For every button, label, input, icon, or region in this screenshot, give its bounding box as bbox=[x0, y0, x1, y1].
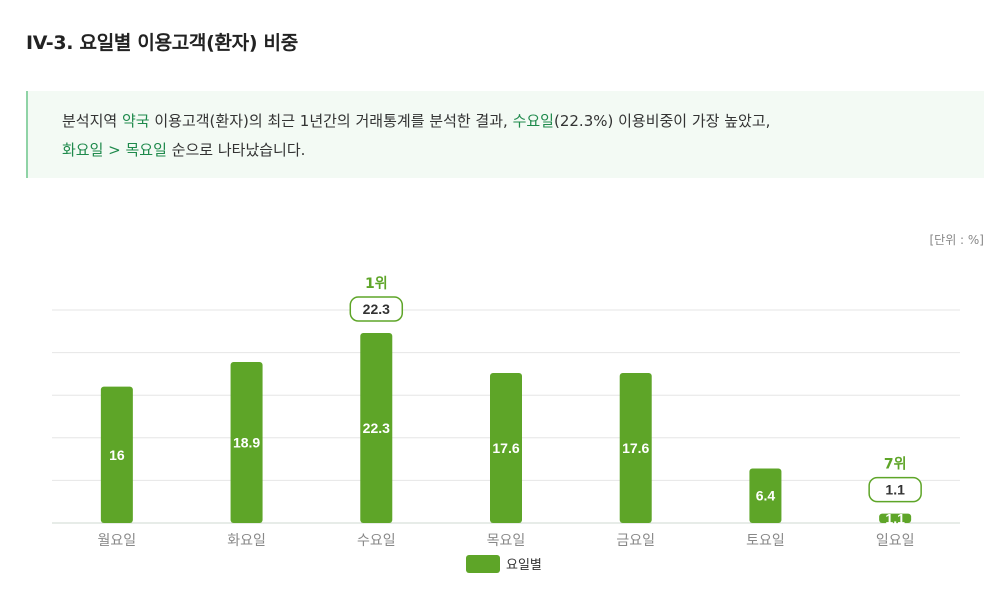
x-tick-label: 화요일 bbox=[227, 533, 266, 549]
data-label: 18.9 bbox=[233, 434, 260, 450]
x-tick-label: 토요일 bbox=[746, 533, 785, 549]
x-tick-label: 수요일 bbox=[357, 533, 396, 549]
data-label: 6.4 bbox=[756, 488, 776, 504]
summary-text-4: 순으로 나타났습니다. bbox=[166, 141, 306, 159]
summary-highlight-3: 화요일 > 목요일 bbox=[62, 141, 167, 159]
x-tick-label: 일요일 bbox=[876, 533, 915, 549]
x-tick-label: 금요일 bbox=[616, 533, 655, 549]
summary-text-1: 분석지역 bbox=[62, 112, 122, 130]
x-tick-label: 월요일 bbox=[98, 533, 137, 549]
callout-box bbox=[868, 476, 922, 503]
legend-label: 요일별 bbox=[506, 558, 542, 573]
bar bbox=[490, 373, 522, 523]
callout-box bbox=[349, 296, 404, 322]
data-label: 1.1 bbox=[885, 510, 905, 526]
legend[interactable]: 요일별 bbox=[466, 554, 542, 573]
bar bbox=[360, 333, 393, 523]
x-tick-label: 목요일 bbox=[487, 533, 526, 549]
legend-swatch bbox=[466, 554, 500, 573]
data-label: 17.6 bbox=[492, 440, 519, 456]
callout-rank: 1위 bbox=[365, 276, 388, 292]
summary-box: 분석지역 약국 이용고객(환자)의 최근 1년간의 거래통계를 분석한 결과, … bbox=[26, 91, 984, 178]
summary-text-2: 이용고객(환자)의 최근 1년간의 거래통계를 분석한 결과, bbox=[149, 112, 513, 130]
data-label: 16 bbox=[109, 447, 125, 463]
bar bbox=[879, 513, 912, 523]
bar bbox=[100, 386, 133, 523]
summary-highlight-2: 수요일 bbox=[512, 112, 554, 130]
page-title: IV-3. 요일별 이용고객(환자) 비중 bbox=[26, 32, 298, 54]
unit-label: [단위 : %] bbox=[929, 233, 984, 247]
callout-rank: 7위 bbox=[884, 457, 907, 473]
bar bbox=[230, 361, 263, 523]
summary-highlight-1: 약국 bbox=[121, 112, 150, 130]
data-label: 22.3 bbox=[363, 420, 390, 436]
data-label: 17.6 bbox=[622, 440, 649, 456]
bar bbox=[619, 373, 652, 523]
callout-value: 22.3 bbox=[363, 301, 390, 317]
bar bbox=[749, 468, 782, 523]
summary-text-3: (22.3%) 이용비중이 가장 높았고, bbox=[553, 112, 771, 130]
callout-value: 1.1 bbox=[885, 482, 905, 498]
